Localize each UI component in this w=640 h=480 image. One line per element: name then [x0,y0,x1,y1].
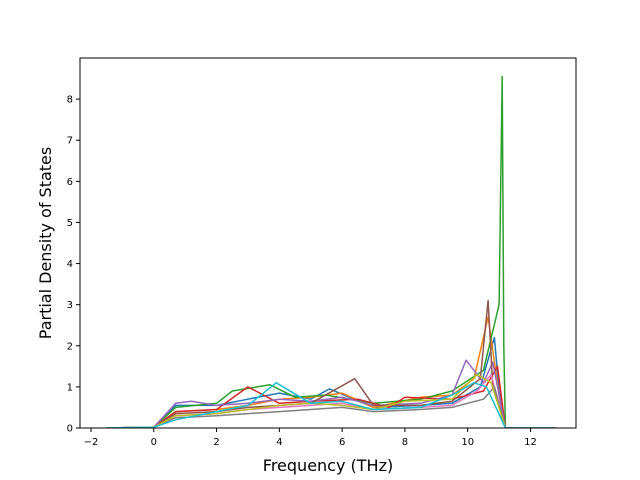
series-line-9 [106,373,556,428]
x-tick-label: 0 [151,437,157,448]
x-tick-label: 4 [276,437,282,448]
x-tick-label: 6 [339,437,345,448]
y-tick-label: 3 [67,300,73,311]
y-tick-label: 0 [67,424,73,435]
x-tick-label: −2 [84,437,99,448]
x-axis: −2 0 2 4 6 8 10 12 [84,428,537,448]
plot-frame [79,57,577,429]
y-tick-label: 5 [67,218,73,229]
series-line-5 [106,359,556,428]
x-tick-label: 2 [213,437,219,448]
y-axis: 0 1 2 3 4 5 6 7 8 [67,95,80,435]
y-tick-label: 7 [67,136,73,147]
series-line-6 [106,299,556,428]
y-tick-label: 6 [67,177,73,188]
series-line-10 [106,382,556,428]
x-tick-label: 12 [524,437,537,448]
x-axis-label: Frequency (THz) [263,456,393,475]
x-tick-label: 10 [461,437,474,448]
y-tick-label: 4 [67,259,73,270]
series-layer [106,75,556,428]
y-tick-label: 2 [67,341,73,352]
x-tick-label: 8 [402,437,408,448]
y-tick-label: 1 [67,382,73,393]
y-tick-label: 8 [67,95,73,106]
y-axis-label: Partial Density of States [36,147,55,339]
